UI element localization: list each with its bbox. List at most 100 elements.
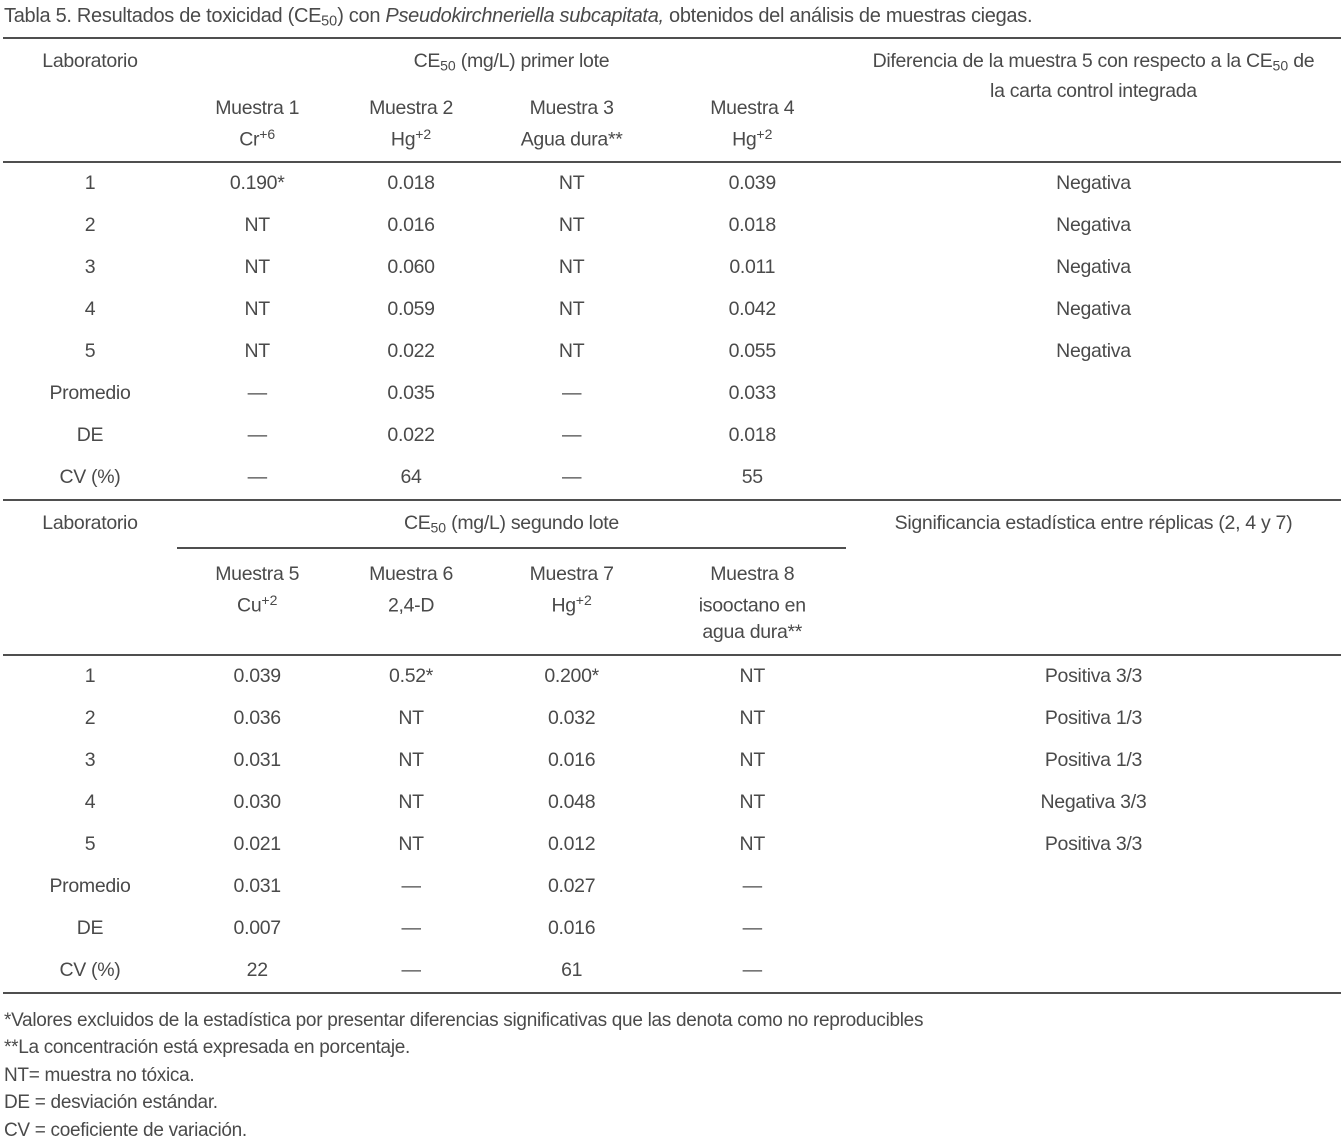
cell: 0.016 [547,917,596,940]
cell: 64 [400,466,422,489]
cell: 0.007 [233,917,282,940]
table-row: 5 0.021 NT 0.012 NT Positiva 3/3 [3,824,1341,866]
cell: — [562,466,582,489]
table-row: 2 0.036 NT 0.032 NT Positiva 1/3 [3,698,1341,740]
cell: NT [398,791,424,814]
row-label: 1 [84,665,96,688]
muestra-name: Muestra 2 [369,96,454,119]
table-row: 3 NT 0.060 NT 0.011 Negativa [3,247,1341,289]
cell: — [742,917,763,940]
cell: 0.018 [728,214,777,237]
laboratorio-header: Laboratorio [3,37,177,163]
cell: 0.039 [728,172,777,195]
cell: 0.031 [233,875,282,898]
cell: 0.200* [544,665,599,688]
col-header-muestra-1: Muestra 1 Cr+6 [176,94,338,163]
table-row-promedio: Promedio — 0.035 — 0.033 [3,373,1341,415]
table2-header: Laboratorio CE50 (mg/L) segundo lote Sig… [3,500,1341,656]
ion-superscript: +2 [575,592,592,609]
cell-resultado: Negativa [1056,256,1131,279]
cell: 0.018 [387,172,435,195]
caption-text: ) con [337,5,386,27]
row-label: 1 [84,172,96,195]
cell: 0.022 [387,424,435,447]
row-label: 3 [84,256,96,279]
row-label: 2 [84,707,96,730]
cell: NT [739,707,766,730]
muestra-substance-line2: agua dura** [702,620,803,643]
cell-resultado: Negativa [1056,298,1131,321]
table-row: 2 NT 0.016 NT 0.018 Negativa [3,205,1341,247]
cell: 0.031 [233,749,282,772]
muestra-name: Muestra 3 [529,96,614,119]
row-label: 5 [84,833,96,856]
header-group-row: Laboratorio CE50 (mg/L) segundo lote Sig… [3,500,1341,656]
footnote-cv: CV = coeficiente de variación. [4,1119,247,1141]
cell: 0.042 [728,298,777,321]
cell: — [742,875,763,898]
cell-resultado [846,908,1341,950]
cell: 0.036 [233,707,282,730]
group-header-segundo-lote: CE50 (mg/L) segundo lote [176,500,846,550]
group-header-text: CE [403,511,431,534]
ion-superscript: +6 [259,125,276,142]
caption-text: Tabla 5. Resultados de toxicidad (CE [4,5,322,27]
table-row: 4 0.030 NT 0.048 NT Negativa 3/3 [3,782,1341,824]
table-row: 5 NT 0.022 NT 0.055 Negativa [3,331,1341,373]
muestra-substance: Hg+2 [732,125,773,150]
species-name: Pseudokirchneriella subcapitata, [385,5,664,27]
cell: — [401,875,421,898]
group-header-text: (mg/L) segundo lote [446,511,619,534]
table-row-promedio: Promedio 0.031 — 0.027 — [3,866,1341,908]
cell: NT [558,298,585,321]
group-header-text: (mg/L) primer lote [455,49,610,72]
row-label: 3 [84,749,96,772]
header-group-row: Laboratorio CE50 (mg/L) primer lote Dife… [3,37,1341,163]
cell-resultado [846,373,1341,415]
table-primer-lote: Laboratorio CE50 (mg/L) primer lote Dife… [3,36,1341,501]
muestra-substance: 2,4-D [387,594,435,617]
muestra-substance: Cr+6 [239,125,276,150]
cell-resultado [846,415,1341,457]
cell-resultado: Negativa [1056,214,1131,237]
row-label: Promedio [49,875,131,898]
ion-superscript: +2 [756,125,773,142]
laboratorio-header: Laboratorio [3,500,177,656]
diferencia-header: Diferencia de la muestra 5 con respecto … [845,37,1341,163]
cell: NT [739,791,766,814]
cell: NT [558,256,585,279]
cell: — [401,959,421,982]
cell: — [247,424,268,447]
cell: 0.060 [387,256,435,279]
table-row: 3 0.031 NT 0.016 NT Positiva 1/3 [3,740,1341,782]
row-label: 5 [84,340,96,363]
cell-resultado [846,950,1341,993]
header-columns-row: Muestra 1 Cr+6 Muestra 2 Hg+2 Muestra 3 … [3,94,1341,163]
ce50-subscript: 50 [440,57,456,74]
cell: 0.030 [233,791,282,814]
table-segundo-lote: Laboratorio CE50 (mg/L) segundo lote Sig… [3,500,1341,994]
cell: — [562,382,582,405]
row-label: CV (%) [59,466,121,489]
table-row-cv: CV (%) 22 — 61 — [3,950,1341,993]
header-columns-row: Muestra 5 Cu+2 Muestra 6 2,4-D Muestra 7… [3,548,1341,656]
muestra-name: Muestra 8 [710,563,795,586]
cell-resultado: Negativa [1056,172,1131,195]
row-label: Promedio [49,382,131,405]
muestra-name: Muestra 7 [529,563,614,586]
muestra-name: Muestra 1 [215,96,300,119]
cell: NT [244,214,271,237]
ion-superscript: +2 [415,125,432,142]
cell: 0.055 [728,340,777,363]
table-row-cv: CV (%) — 64 — 55 [3,457,1341,500]
ce50-subscript: 50 [430,519,447,536]
table-row: 1 0.039 0.52* 0.200* NT Positiva 3/3 [3,655,1341,698]
cell: 0.011 [729,256,776,279]
cell: 0.059 [387,298,435,321]
col-header-muestra-7: Muestra 7 Hg+2 [484,548,659,656]
diferencia-header-text: Diferencia de la muestra 5 con respecto … [872,49,1273,72]
table-row: 4 NT 0.059 NT 0.042 Negativa [3,289,1341,331]
col-header-muestra-3: Muestra 3 Agua dura** [484,94,659,163]
cell: 0.032 [547,707,596,730]
